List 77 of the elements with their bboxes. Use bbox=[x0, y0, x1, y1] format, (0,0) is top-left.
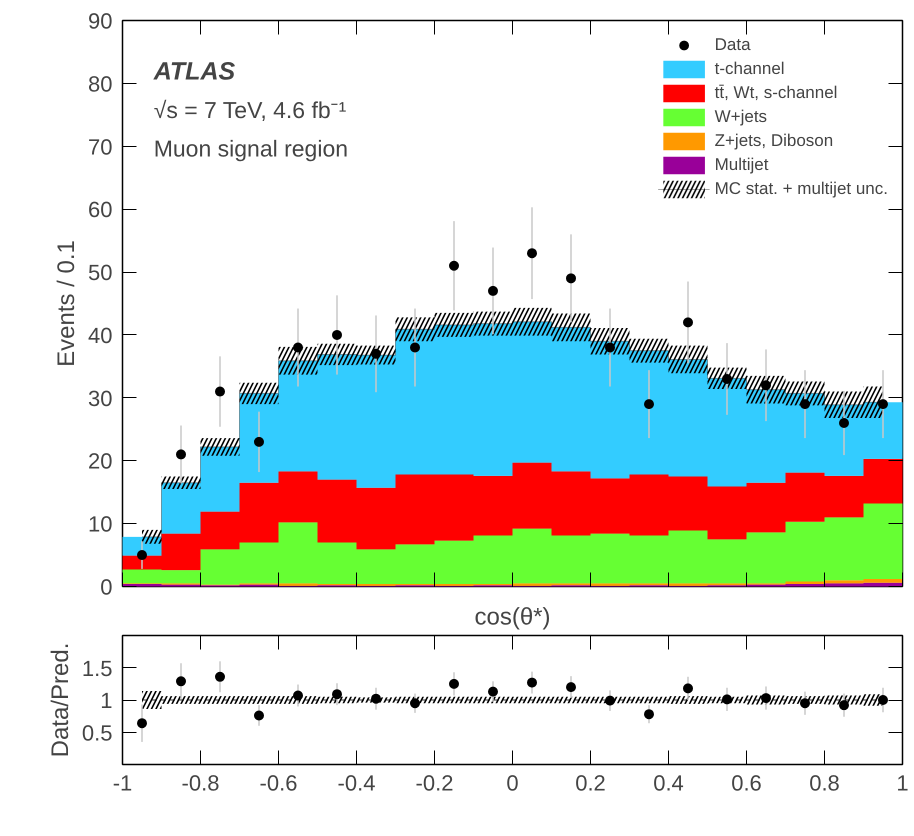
legend-label: W+jets bbox=[714, 107, 768, 127]
point bbox=[410, 698, 420, 708]
point bbox=[137, 550, 147, 560]
y-tick-label: 30 bbox=[88, 386, 113, 411]
legend-label: Z+jets, Diboson bbox=[714, 131, 834, 151]
y-tick-label: 60 bbox=[88, 197, 113, 222]
point bbox=[605, 342, 615, 353]
point bbox=[293, 342, 303, 353]
annotation: √s = 7 TeV, 4.6 fb⁻¹ bbox=[154, 96, 347, 123]
y-tick-label: 50 bbox=[88, 260, 113, 286]
point bbox=[722, 694, 732, 704]
point bbox=[410, 342, 420, 353]
point bbox=[761, 380, 771, 390]
point bbox=[878, 399, 888, 410]
point bbox=[839, 418, 849, 428]
x-tick-label: 0.6 bbox=[731, 770, 762, 796]
annotation: ATLAS bbox=[152, 57, 236, 86]
x-tick-label: -0.2 bbox=[416, 770, 454, 796]
point bbox=[722, 374, 732, 384]
x-tick-label: -1 bbox=[112, 770, 132, 796]
y-tick-label: 90 bbox=[88, 8, 113, 34]
y-tick-label: 10 bbox=[88, 512, 113, 537]
legend-label: tt̄, Wt, s-channel bbox=[714, 83, 838, 103]
point bbox=[839, 700, 849, 710]
legend-label: Multijet bbox=[714, 155, 768, 175]
point bbox=[449, 678, 459, 689]
point bbox=[878, 695, 888, 705]
point bbox=[254, 436, 264, 447]
point bbox=[527, 248, 537, 258]
point bbox=[800, 399, 810, 410]
point bbox=[683, 317, 693, 328]
point bbox=[137, 718, 147, 728]
y-axis-title: Events / 0.1 bbox=[53, 240, 80, 367]
point bbox=[449, 260, 459, 271]
point bbox=[605, 696, 615, 706]
point bbox=[371, 348, 381, 359]
point bbox=[800, 698, 810, 708]
point bbox=[371, 694, 381, 704]
point bbox=[176, 676, 186, 686]
y-tick-label: 80 bbox=[88, 71, 113, 96]
y-axis-title: Data/Pred. bbox=[46, 642, 74, 758]
point bbox=[488, 686, 498, 697]
x-tick-label: 0.4 bbox=[653, 770, 684, 796]
y-tick-label: 70 bbox=[88, 134, 113, 160]
point bbox=[293, 690, 303, 700]
y-tick-label: 1.5 bbox=[82, 656, 113, 681]
y-tick-label: 20 bbox=[88, 448, 113, 474]
point bbox=[761, 693, 771, 704]
legend-label: Data bbox=[714, 35, 751, 55]
point bbox=[332, 330, 342, 340]
y-tick-label: 0.5 bbox=[82, 720, 113, 746]
x-tick-label: 1 bbox=[896, 770, 909, 796]
legend-label: t-channel bbox=[714, 59, 785, 79]
point bbox=[566, 682, 576, 692]
point bbox=[683, 683, 693, 694]
point bbox=[332, 689, 342, 700]
legend-label: MC stat. + multijet unc. bbox=[714, 179, 888, 199]
point bbox=[644, 399, 654, 410]
x-tick-label: 0 bbox=[506, 770, 519, 796]
point bbox=[215, 386, 225, 397]
x-tick-label: -0.8 bbox=[182, 770, 220, 796]
annotation: Muon signal region bbox=[154, 135, 348, 162]
x-tick-label: 0.2 bbox=[575, 770, 606, 796]
x-axis-title: cos(θ*) bbox=[474, 604, 551, 630]
point bbox=[254, 710, 264, 720]
point bbox=[644, 709, 654, 720]
y-tick-label: 40 bbox=[88, 322, 113, 348]
point bbox=[566, 273, 576, 284]
point bbox=[215, 672, 225, 682]
y-tick-label: 1 bbox=[100, 688, 113, 713]
x-tick-label: 0.8 bbox=[809, 770, 840, 796]
point bbox=[488, 286, 498, 296]
point bbox=[176, 449, 186, 460]
x-tick-label: -0.6 bbox=[260, 770, 298, 796]
x-tick-label: -0.4 bbox=[338, 770, 376, 796]
y-tick-label: 0 bbox=[100, 574, 113, 600]
point bbox=[527, 678, 537, 688]
